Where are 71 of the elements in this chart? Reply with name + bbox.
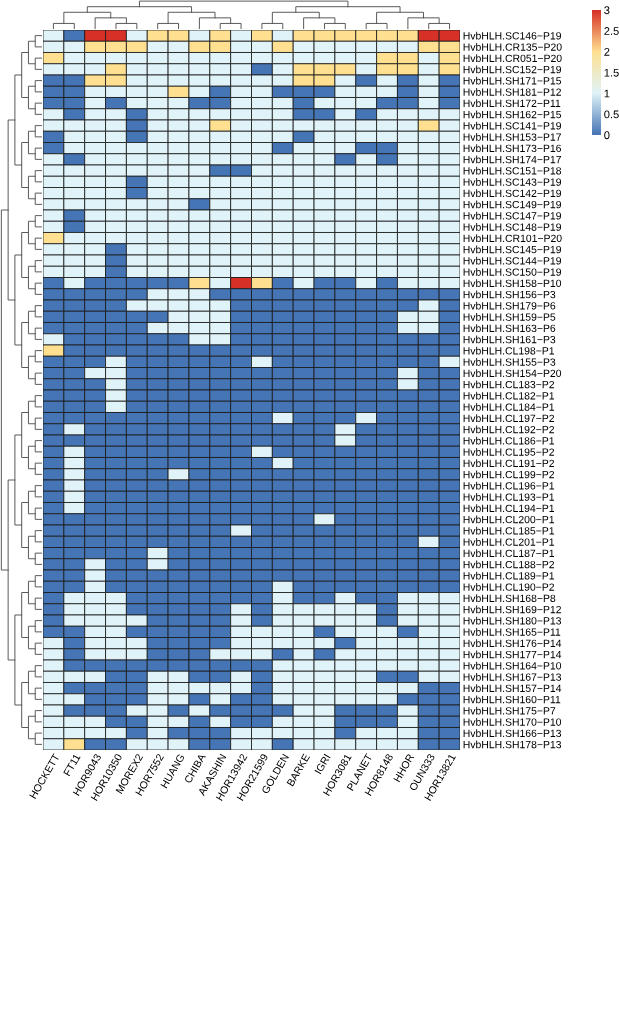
y-tick-label: HvbHLH.SH171−P15 [463,76,562,85]
y-tick-label: HvbHLH.SH168−P8 [463,594,556,602]
y-tick-label: HvbHLH.SH170−P10 [463,718,562,726]
y-tick-label: HvbHLH.SH161−P3 [463,335,556,344]
y-tick-label: HvbHLH.SC148−P19 [463,223,562,231]
y-tick-label: HvbHLH.SH172−P11 [463,99,561,107]
y-tick-label: HvbHLH.SH154−P20 [463,369,562,377]
y-tick-label: HvbHLH.SH177−P14 [463,650,562,659]
y-tick-label: HvbHLH.CL191−P2 [463,459,555,467]
color-bar-label: 2 [604,47,610,56]
color-bar-label: 3 [604,6,610,15]
y-tick-label: HvbHLH.SH169−P12 [463,605,561,614]
y-tick-label: HvbHLH.SH158−P10 [463,279,562,287]
y-tick-label: HvbHLH.CL193−P1 [463,493,555,501]
y-tick-label: HvbHLH.CL189−P1 [463,571,555,580]
y-tick-label: HvbHLH.CR101−P20 [463,234,562,242]
y-tick-label: HvbHLH.SC151−P18 [463,166,562,175]
y-tick-label: HvbHLH.CL183−P2 [463,380,555,389]
y-tick-label: HvbHLH.SC141−P19 [463,121,562,130]
y-tick-label: HvbHLH.CL185−P1 [463,526,555,535]
y-tick-label: HvbHLH.SH175−P7 [463,706,556,715]
y-tick-label: HvbHLH.CL198−P1 [463,346,555,355]
color-bar-label: 1 [604,89,610,98]
y-tick-label: HvbHLH.CL186−P1 [463,436,555,445]
y-tick-label: HvbHLH.SH174−P17 [463,155,561,164]
y-tick-label: HvbHLH.SC149−P19 [463,200,562,209]
y-tick-label: HvbHLH.SH166−P13 [463,729,562,737]
y-tick-label: HvbHLH.SH179−P6 [463,301,556,310]
y-tick-label: HvbHLH.CL195−P2 [463,448,555,456]
y-tick-label: HvbHLH.CL199−P2 [463,470,555,479]
y-tick-label: HvbHLH.CL194−P1 [463,504,555,512]
y-tick-label: HvbHLH.SC143−P19 [463,178,562,186]
y-tick-label: HvbHLH.SH165−P11 [463,628,561,636]
y-tick-label: HvbHLH.SH178−P13 [463,740,562,749]
y-tick-label: HvbHLH.SH163−P6 [463,324,556,332]
y-tick-label: HvbHLH.SH167−P13 [463,673,562,681]
y-tick-label: HvbHLH.CL201−P1 [463,538,555,546]
y-tick-label: HvbHLH.SC145−P19 [463,245,562,254]
y-tick-label: HvbHLH.SC147−P19 [463,211,562,220]
y-tick-label: HvbHLH.CL187−P1 [463,549,555,557]
color-bar-label: 0 [604,131,610,140]
y-tick-label: HvbHLH.SH162−P15 [463,110,562,119]
y-tick-label: HvbHLH.SH160−P11 [463,695,561,704]
y-tick-label: HvbHLH.SH181−P12 [463,88,561,96]
y-tick-label: HvbHLH.SH153−P17 [463,133,561,141]
y-tick-label: HvbHLH.SH164−P10 [463,661,562,670]
y-tick-label: HvbHLH.CL192−P2 [463,425,555,434]
y-tick-label: HvbHLH.SH176−P14 [463,639,562,647]
y-tick-label: HvbHLH.SC146−P19 [463,31,562,40]
y-tick-label: HvbHLH.SH156−P3 [463,290,556,299]
y-tick-label: HvbHLH.CL184−P1 [463,403,555,411]
y-tick-label: HvbHLH.CR135−P20 [463,43,562,51]
y-tick-label: HvbHLH.CL197−P2 [463,414,555,422]
y-tick-label: HvbHLH.SC152−P19 [463,65,562,74]
y-tick-label: HvbHLH.SH155−P3 [463,358,556,366]
y-tick-label: HvbHLH.CL196−P1 [463,481,555,490]
y-tick-label: HvbHLH.CL200−P1 [463,515,555,524]
color-bar-label: 1.5 [604,68,619,77]
y-tick-label: HvbHLH.SC150−P19 [463,268,562,276]
y-tick-label: HvbHLH.CL188−P2 [463,560,555,569]
y-tick-label: HvbHLH.CL190−P2 [463,583,555,591]
color-bar-label: 0.5 [604,110,619,119]
y-tick-label: HvbHLH.SH159−P5 [463,313,556,321]
y-tick-label: HvbHLH.SH180−P13 [463,616,562,625]
y-tick-label: HvbHLH.SC144−P19 [463,256,562,265]
y-tick-label: HvbHLH.SH157−P14 [463,684,562,692]
y-tick-label: HvbHLH.SH173−P16 [463,144,562,152]
y-tick-label: HvbHLH.CR051−P20 [463,54,562,62]
y-tick-label: HvbHLH.SC142−P19 [463,189,562,197]
color-bar-label: 2.5 [604,27,619,35]
y-tick-label: HvbHLH.CL182−P1 [463,391,555,400]
